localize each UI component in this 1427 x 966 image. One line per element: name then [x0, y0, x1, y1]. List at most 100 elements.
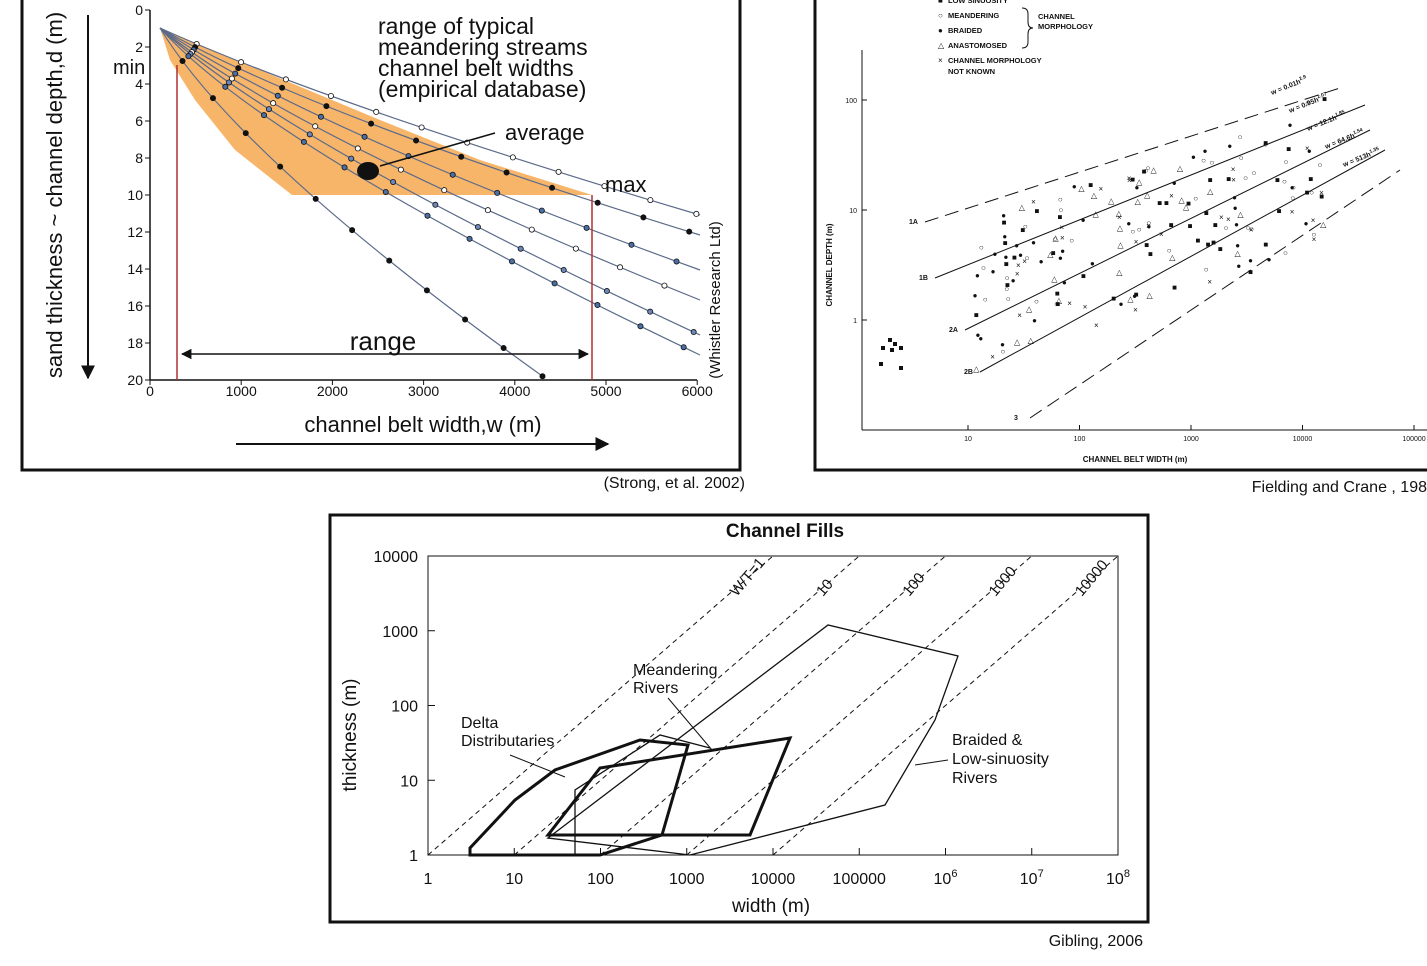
legend-entry: BRAIDED: [948, 26, 983, 35]
marker: [232, 70, 239, 77]
point: ■: [1172, 283, 1177, 292]
marker: [603, 288, 610, 295]
legend-entry: MEANDERING: [948, 11, 999, 20]
point: △: [1207, 187, 1214, 196]
point: ●: [1132, 291, 1137, 300]
marker: [386, 257, 393, 264]
region-label: Low-sinuosity: [952, 751, 1049, 768]
frame: [328, 513, 1150, 924]
marker: [560, 267, 567, 274]
marker: [423, 287, 430, 294]
figure-2: ■●●△●■■××●■○■○○○△○■△●×○■ ××●○△×●×●△■△○■●■…: [813, 0, 1427, 496]
point: ■: [1005, 281, 1010, 290]
point: ●: [1234, 220, 1239, 229]
point: ●: [1081, 215, 1086, 224]
marker: [179, 58, 186, 65]
marker: [508, 258, 515, 265]
point: ×: [1207, 278, 1212, 287]
legend-line: (empirical database): [378, 76, 586, 102]
marker: [637, 323, 644, 330]
point: ■: [1111, 294, 1116, 303]
point: △: [1091, 191, 1098, 200]
y-tick-label: 0: [135, 2, 143, 18]
point: ○: [1209, 158, 1214, 167]
point: [899, 346, 903, 350]
point: ●: [973, 291, 978, 300]
point: ○: [1146, 218, 1151, 227]
marker: [494, 189, 501, 196]
region-label: Rivers: [633, 680, 678, 697]
y-tick-label: 18: [127, 335, 143, 351]
point: ■: [1130, 175, 1135, 184]
y-tick-label: 6: [135, 113, 143, 129]
x-tick-label: 100: [1074, 436, 1086, 443]
point: ○: [1263, 140, 1268, 149]
y-tick-label: 2: [135, 39, 143, 55]
y-axis-label: CHANNEL DEPTH (m): [825, 223, 834, 306]
point: ×: [990, 353, 995, 362]
y-tick-label: 20: [127, 372, 143, 388]
point: ○: [1004, 285, 1009, 294]
point: ■: [1188, 222, 1193, 231]
point: △: [1136, 178, 1143, 187]
marker: [390, 179, 397, 186]
y-axis-label: thickness (m): [340, 679, 361, 792]
marker: [640, 214, 647, 221]
point: ●: [1032, 316, 1037, 325]
point: △: [1047, 250, 1054, 259]
marker: [551, 280, 558, 287]
meandering-core: [544, 736, 793, 837]
marker: [466, 235, 473, 242]
marker: [185, 53, 192, 60]
point: ●: [1014, 241, 1019, 250]
marker: [686, 228, 693, 235]
y-tick-label: 100: [845, 98, 857, 105]
point: ×: [1249, 226, 1254, 235]
x-tick-label: 1000: [669, 871, 705, 888]
point: ●: [1072, 182, 1077, 191]
x-tick-label: 100: [587, 871, 614, 888]
point: ○: [1145, 164, 1150, 173]
point: ●: [978, 334, 983, 343]
marker: [238, 59, 245, 66]
y-tick-label: 14: [127, 261, 143, 277]
marker: [583, 224, 590, 231]
ratio-line: [513, 556, 861, 855]
legend-symbol: △: [938, 41, 945, 50]
point: ×: [1016, 261, 1021, 270]
point: ×: [1312, 235, 1317, 244]
point: ○: [1000, 347, 1005, 356]
point: ○: [1069, 236, 1074, 245]
point: △: [1056, 296, 1063, 305]
marker: [549, 184, 556, 191]
point: ●: [1191, 152, 1196, 161]
fit-line: [934, 104, 1366, 279]
point: ○: [1305, 99, 1310, 108]
x-tick-label: 1000: [1183, 436, 1199, 443]
point: ●: [1290, 183, 1295, 192]
point: △: [1116, 209, 1123, 218]
leader: [914, 759, 949, 766]
point: ■: [1263, 240, 1268, 249]
point: ○: [1005, 274, 1010, 283]
point: ●: [1236, 262, 1241, 271]
fit-line: [1029, 169, 1401, 419]
point: ■: [1088, 180, 1093, 189]
min-label: min: [113, 57, 145, 79]
point: △: [1320, 220, 1327, 229]
marker: [312, 123, 319, 130]
legend-group: CHANNEL: [1038, 12, 1075, 21]
point: ●: [1307, 146, 1312, 155]
point: ×: [1094, 321, 1099, 330]
point: ■: [1012, 253, 1017, 262]
braided-field: [546, 624, 959, 856]
point: ●: [1235, 241, 1240, 250]
marker: [242, 130, 249, 137]
point: ■: [1263, 139, 1268, 148]
chart-title: Channel Fills: [726, 521, 844, 542]
marker: [458, 153, 465, 160]
marker: [382, 188, 389, 195]
x-tick-label: 4000: [499, 383, 530, 399]
marker: [274, 92, 281, 99]
